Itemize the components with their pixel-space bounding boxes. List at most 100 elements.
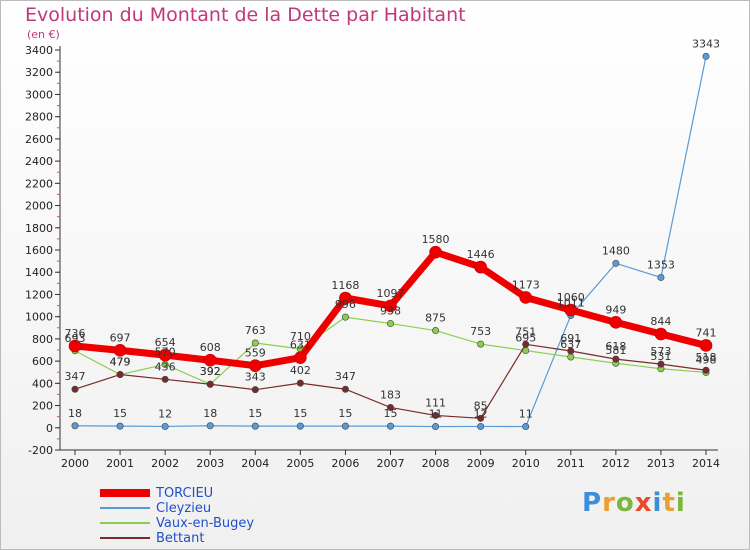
x-tick-label: 2012 bbox=[602, 457, 630, 470]
logo-letter: i bbox=[675, 488, 686, 518]
x-tick-label: 2009 bbox=[467, 457, 495, 470]
data-label: 15 bbox=[248, 407, 262, 420]
data-label: 949 bbox=[605, 303, 626, 316]
data-label: 1353 bbox=[647, 258, 675, 271]
data-point bbox=[116, 371, 124, 379]
logo-letter: r bbox=[602, 488, 616, 518]
data-point bbox=[567, 347, 575, 355]
x-tick-label: 2013 bbox=[647, 457, 675, 470]
logo-letter: t bbox=[662, 488, 676, 518]
data-label: 518 bbox=[696, 351, 717, 364]
x-tick-label: 2014 bbox=[692, 457, 720, 470]
data-label: 608 bbox=[200, 341, 221, 354]
data-label: 631 bbox=[290, 339, 311, 352]
x-tick-label: 2001 bbox=[106, 457, 134, 470]
data-point bbox=[657, 273, 665, 281]
data-point bbox=[386, 320, 394, 328]
data-point bbox=[657, 360, 665, 368]
data-label: 741 bbox=[696, 326, 717, 339]
y-tick-label: -200 bbox=[28, 444, 53, 457]
y-tick-label: 3400 bbox=[25, 44, 53, 57]
data-label: 1580 bbox=[422, 233, 450, 246]
data-point bbox=[477, 422, 485, 430]
data-point bbox=[158, 348, 172, 362]
data-label: 751 bbox=[515, 325, 536, 338]
data-point bbox=[432, 423, 440, 431]
data-label: 875 bbox=[425, 312, 446, 325]
data-point bbox=[71, 385, 79, 393]
data-label: 938 bbox=[380, 305, 401, 318]
data-point bbox=[384, 299, 397, 313]
data-label: 183 bbox=[380, 388, 401, 401]
data-label: 347 bbox=[65, 370, 86, 383]
unit-label: (en €) bbox=[27, 28, 60, 41]
y-tick-label: 600 bbox=[32, 355, 53, 368]
x-tick-label: 2003 bbox=[196, 457, 224, 470]
data-label: 531 bbox=[650, 350, 671, 363]
data-label: 559 bbox=[245, 347, 266, 360]
x-tick-label: 2010 bbox=[512, 457, 540, 470]
data-point bbox=[477, 414, 485, 422]
y-tick-label: 1000 bbox=[25, 311, 53, 324]
data-label: 573 bbox=[650, 345, 671, 358]
y-tick-label: 2600 bbox=[25, 133, 53, 146]
data-point bbox=[519, 291, 533, 304]
data-label: 15 bbox=[113, 407, 127, 420]
data-label: 618 bbox=[605, 340, 626, 353]
data-label: 498 bbox=[696, 353, 717, 366]
x-tick-label: 2005 bbox=[286, 457, 314, 470]
data-label: 1480 bbox=[602, 244, 630, 257]
data-label: 436 bbox=[155, 360, 176, 373]
data-point bbox=[341, 385, 349, 393]
data-label: 12 bbox=[474, 407, 488, 420]
y-tick-label: 1200 bbox=[25, 288, 53, 301]
data-label: 763 bbox=[245, 324, 266, 337]
legend-swatch bbox=[100, 522, 150, 524]
data-point bbox=[699, 339, 713, 352]
data-label: 111 bbox=[425, 396, 446, 409]
data-point bbox=[612, 259, 620, 267]
data-label: 3343 bbox=[692, 37, 720, 50]
data-point bbox=[296, 379, 304, 387]
data-label: 15 bbox=[293, 407, 307, 420]
x-tick-label: 2011 bbox=[557, 457, 585, 470]
data-label: 18 bbox=[203, 407, 217, 420]
data-point bbox=[386, 403, 394, 411]
data-label: 1173 bbox=[512, 278, 540, 291]
data-label: 693 bbox=[65, 332, 86, 345]
logo-letter: x bbox=[634, 488, 653, 518]
y-tick-label: 200 bbox=[32, 400, 53, 413]
data-point bbox=[294, 351, 307, 364]
data-label: 1097 bbox=[377, 287, 405, 300]
y-tick-label: 3200 bbox=[25, 66, 53, 79]
y-tick-label: 2200 bbox=[25, 177, 53, 190]
data-point bbox=[206, 422, 214, 430]
data-point bbox=[432, 411, 440, 419]
data-point bbox=[251, 422, 259, 430]
data-point bbox=[432, 327, 440, 335]
data-label: 15 bbox=[384, 407, 398, 420]
data-label: 996 bbox=[335, 298, 356, 311]
data-point bbox=[341, 313, 349, 321]
data-point bbox=[654, 327, 668, 341]
y-tick-label: 1800 bbox=[25, 222, 53, 235]
data-label: 637 bbox=[560, 338, 581, 351]
data-label: 479 bbox=[110, 356, 131, 369]
data-label: 1060 bbox=[557, 291, 585, 304]
data-label: 691 bbox=[560, 332, 581, 345]
legend-swatch bbox=[100, 537, 150, 539]
data-point bbox=[71, 422, 79, 430]
logo-letter: P bbox=[582, 488, 603, 518]
data-label: 347 bbox=[335, 370, 356, 383]
y-tick-label: 2400 bbox=[25, 155, 53, 168]
data-point bbox=[702, 52, 710, 60]
data-point bbox=[113, 344, 127, 357]
x-tick-label: 2002 bbox=[151, 457, 179, 470]
data-point bbox=[206, 380, 214, 388]
data-point bbox=[386, 422, 394, 430]
x-tick-label: 2000 bbox=[61, 457, 89, 470]
data-label: 1446 bbox=[467, 248, 495, 261]
y-tick-label: 2800 bbox=[25, 111, 53, 124]
data-label: 654 bbox=[155, 336, 176, 349]
